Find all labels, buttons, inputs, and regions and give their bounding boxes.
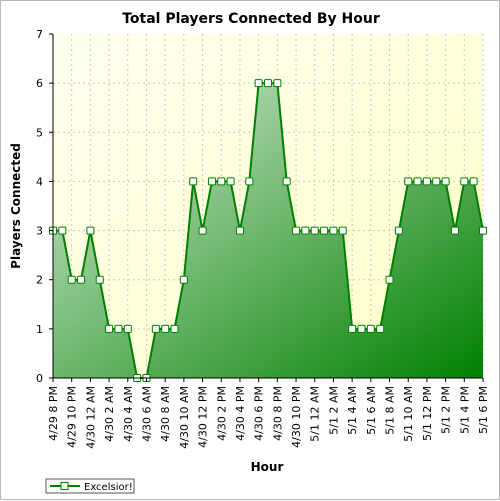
y-tick-label: 6: [36, 77, 43, 90]
y-tick-label: 4: [36, 175, 43, 188]
data-point: [310, 226, 319, 235]
data-point: [366, 324, 375, 333]
data-point: [67, 275, 76, 284]
series-points: [49, 79, 487, 382]
x-tick-label: 4/30 6 AM: [140, 386, 153, 442]
data-point: [282, 177, 291, 186]
x-tick-label: 4/30 6 PM: [253, 386, 266, 441]
x-tick-label: 5/1 2 PM: [440, 386, 453, 434]
y-axis-ticks: 0 1 2 3 4 5 6 7: [36, 28, 53, 385]
x-tick-label: 4/30 2 PM: [215, 386, 228, 441]
x-tick-label: 5/1 10 AM: [402, 386, 415, 442]
data-point: [404, 177, 413, 186]
data-point: [245, 177, 254, 186]
x-tick-label: 4/30 2 AM: [103, 386, 116, 442]
data-point: [450, 226, 459, 235]
data-point: [432, 177, 441, 186]
x-tick-label: 4/30 8 AM: [159, 386, 172, 442]
x-tick-label: 4/30 10 AM: [178, 386, 191, 449]
data-point: [460, 177, 469, 186]
x-tick-label: 5/1 6 AM: [365, 386, 378, 435]
data-point: [338, 226, 347, 235]
legend: Excelsior!: [45, 478, 135, 494]
data-point: [469, 177, 478, 186]
data-point: [207, 177, 216, 186]
y-tick-label: 2: [36, 274, 43, 287]
data-point: [235, 226, 244, 235]
x-tick-label: 4/30 10 PM: [290, 386, 303, 448]
x-tick-label: 4/29 10 PM: [66, 386, 79, 448]
data-point: [189, 177, 198, 186]
data-point: [479, 226, 487, 235]
data-point: [273, 79, 282, 88]
y-axis-label: Players Connected: [9, 143, 23, 269]
data-point: [413, 177, 422, 186]
y-tick-label: 7: [36, 28, 43, 41]
data-point: [329, 226, 338, 235]
y-tick-label: 3: [36, 225, 43, 238]
data-point: [301, 226, 310, 235]
chart-title: Total Players Connected By Hour: [122, 11, 380, 27]
data-point: [422, 177, 431, 186]
x-tick-label: 5/1 4 PM: [458, 386, 471, 434]
data-point: [320, 226, 329, 235]
data-point: [198, 226, 207, 235]
x-tick-label: 4/29 8 PM: [47, 386, 60, 441]
x-tick-label: 4/30 8 PM: [271, 386, 284, 441]
x-tick-label: 4/30 12 AM: [84, 386, 97, 449]
data-point: [264, 79, 272, 88]
data-point: [58, 226, 67, 235]
axes: [52, 34, 483, 379]
y-tick-label: 0: [36, 372, 43, 385]
x-axis-label: Hour: [251, 460, 284, 474]
data-point: [394, 226, 403, 235]
data-point: [254, 79, 263, 88]
data-point: [385, 275, 394, 284]
data-point: [95, 275, 104, 284]
legend-swatch-marker: [60, 482, 69, 490]
data-point: [161, 324, 170, 333]
data-point: [170, 324, 179, 333]
series-area: [53, 83, 483, 378]
data-point: [86, 226, 95, 235]
data-point: [226, 177, 235, 186]
data-point: [151, 324, 160, 333]
legend-label: Excelsior!: [84, 482, 133, 493]
data-point: [376, 324, 385, 333]
data-point: [348, 324, 357, 333]
data-point: [114, 324, 123, 333]
y-tick-label: 1: [36, 323, 43, 336]
x-tick-label: 5/1 6 PM: [477, 386, 490, 434]
x-tick-label: 5/1 12 PM: [421, 386, 434, 441]
data-point: [217, 177, 226, 186]
x-tick-label: 5/1 12 AM: [309, 386, 322, 442]
data-point: [77, 275, 86, 284]
data-point: [292, 226, 301, 235]
x-tick-label: 4/30 12 PM: [197, 386, 210, 448]
x-tick-label: 5/1 8 AM: [384, 386, 397, 435]
data-point: [123, 324, 132, 333]
data-point: [179, 275, 188, 284]
data-point: [441, 177, 450, 186]
x-tick-label: 4/30 4 AM: [122, 386, 135, 442]
x-axis-ticks: 4/29 8 PM 4/29 10 PM 4/30 12 AM 4/30 2 AM 4/…: [47, 378, 490, 449]
data-point: [357, 324, 366, 333]
x-tick-label: 5/1 2 AM: [327, 386, 340, 435]
x-tick-label: 5/1 4 AM: [346, 386, 359, 435]
x-tick-label: 4/30 4 PM: [234, 386, 247, 441]
data-point: [105, 324, 114, 333]
y-tick-label: 5: [36, 126, 43, 139]
